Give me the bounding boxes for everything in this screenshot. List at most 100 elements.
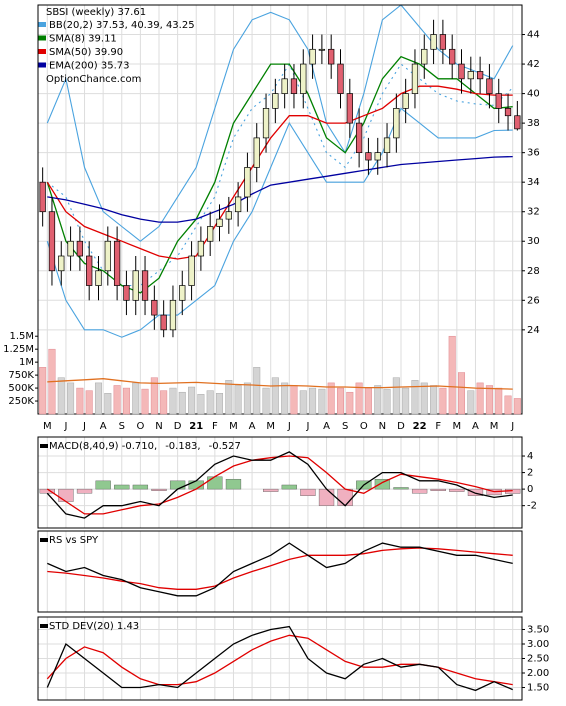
volume-bar — [364, 387, 372, 415]
candle-body — [169, 299, 177, 331]
candle-body — [207, 226, 214, 242]
volume-bar — [448, 335, 456, 415]
legend-label: SMA(8) 39.11 — [49, 34, 117, 45]
x-tick-label: O — [360, 421, 368, 432]
y-tick-label: 24 — [527, 325, 540, 336]
volume-bar — [76, 387, 84, 415]
candle-body — [467, 71, 474, 80]
candle-body — [476, 71, 484, 80]
y-tick-label: 32 — [527, 207, 540, 218]
y-tick-label: 3.00 — [527, 639, 549, 650]
candle-body — [458, 63, 465, 80]
volume-bar — [188, 386, 196, 415]
volume-bar — [383, 388, 391, 415]
y-tick-label: 1.25M — [3, 344, 34, 355]
candle-body — [411, 63, 419, 94]
candle-body — [439, 34, 447, 50]
x-tick-label: M — [266, 421, 275, 432]
candle-body — [449, 48, 456, 65]
volume-bar — [39, 367, 47, 415]
volume-bar — [104, 393, 112, 415]
legend-label: -0.183, — [165, 441, 200, 452]
x-tick-label: O — [136, 421, 144, 432]
x-tick-label: D — [174, 421, 182, 432]
volume-bar — [318, 388, 326, 415]
candle-body — [234, 196, 242, 213]
y-tick-label: 30 — [527, 236, 540, 247]
volume-bar — [122, 387, 130, 415]
volume-bar — [309, 387, 317, 415]
indicator-line — [46, 85, 513, 260]
x-tick-label: S — [119, 421, 125, 432]
volume-bar — [299, 390, 307, 415]
x-tick-label: A — [100, 421, 107, 432]
source-label: OptionChance.com — [46, 74, 141, 85]
legend-swatch — [40, 624, 48, 628]
candle-body — [337, 63, 344, 94]
candle-body — [309, 48, 316, 65]
x-tick-label: M — [490, 421, 499, 432]
histogram-bar — [467, 488, 484, 496]
x-tick-label: F — [435, 421, 441, 432]
volume-bar — [132, 382, 140, 415]
histogram-bar — [76, 488, 93, 494]
y-tick-label: 2.50 — [527, 654, 549, 665]
candle-body — [48, 211, 56, 272]
volume-bar — [290, 385, 298, 415]
candle-body — [216, 218, 223, 227]
y-tick-label: 26 — [527, 295, 540, 306]
x-tick-label: J — [510, 421, 514, 432]
x-tick-label: J — [82, 421, 86, 432]
panel-title: STD DEV(20) 1.43 — [49, 621, 139, 632]
y-tick-label: 40 — [527, 89, 540, 100]
candle-body — [179, 285, 186, 301]
legend-swatch — [40, 444, 48, 448]
volume-bar — [206, 390, 214, 415]
volume-bar — [420, 382, 428, 415]
volume-bar — [355, 382, 363, 415]
candle-body — [318, 48, 326, 51]
panel-border — [37, 436, 523, 529]
panel-title: RS vs SPY — [49, 535, 99, 546]
volume-bar — [262, 387, 270, 415]
y-tick-label: -2 — [527, 501, 537, 512]
candle-body — [328, 48, 335, 65]
volume-bar — [243, 382, 251, 415]
volume-bar — [327, 382, 335, 415]
legend-swatch — [38, 49, 46, 54]
candle-body — [141, 270, 149, 301]
x-tick-label: 22 — [413, 421, 427, 432]
volume-bar — [476, 382, 484, 415]
histogram-bar — [430, 488, 446, 491]
volume-bar — [234, 385, 242, 415]
legend-label: EMA(200) 35.73 — [49, 61, 129, 72]
volume-bar — [57, 377, 65, 415]
volume-bar — [513, 398, 521, 415]
candle-body — [67, 240, 74, 257]
histogram-bar — [281, 484, 297, 490]
x-tick-label: J — [305, 421, 309, 432]
y-tick-label: 250K — [8, 396, 34, 407]
histogram-bar — [95, 480, 111, 490]
candle-body — [39, 181, 46, 213]
histogram-bar — [337, 488, 353, 506]
candle-body — [421, 48, 428, 65]
x-tick-label: A — [472, 421, 479, 432]
legend-swatch — [38, 22, 46, 27]
y-tick-label: 750K — [8, 370, 34, 381]
x-tick-label: F — [212, 421, 218, 432]
volume-bar — [467, 390, 475, 415]
candle-body — [225, 211, 232, 220]
legend-swatch — [38, 35, 46, 41]
panel-border — [37, 530, 523, 613]
volume-bar — [430, 385, 438, 415]
volume-bar — [439, 387, 447, 415]
candle-body — [86, 255, 93, 286]
histogram-bar — [169, 480, 186, 490]
histogram-bar — [114, 484, 130, 490]
candle-body — [393, 108, 400, 139]
volume-bar — [67, 382, 75, 415]
y-tick-label: 28 — [527, 266, 540, 277]
candle-body — [104, 240, 111, 272]
y-tick-label: 38 — [527, 118, 540, 129]
